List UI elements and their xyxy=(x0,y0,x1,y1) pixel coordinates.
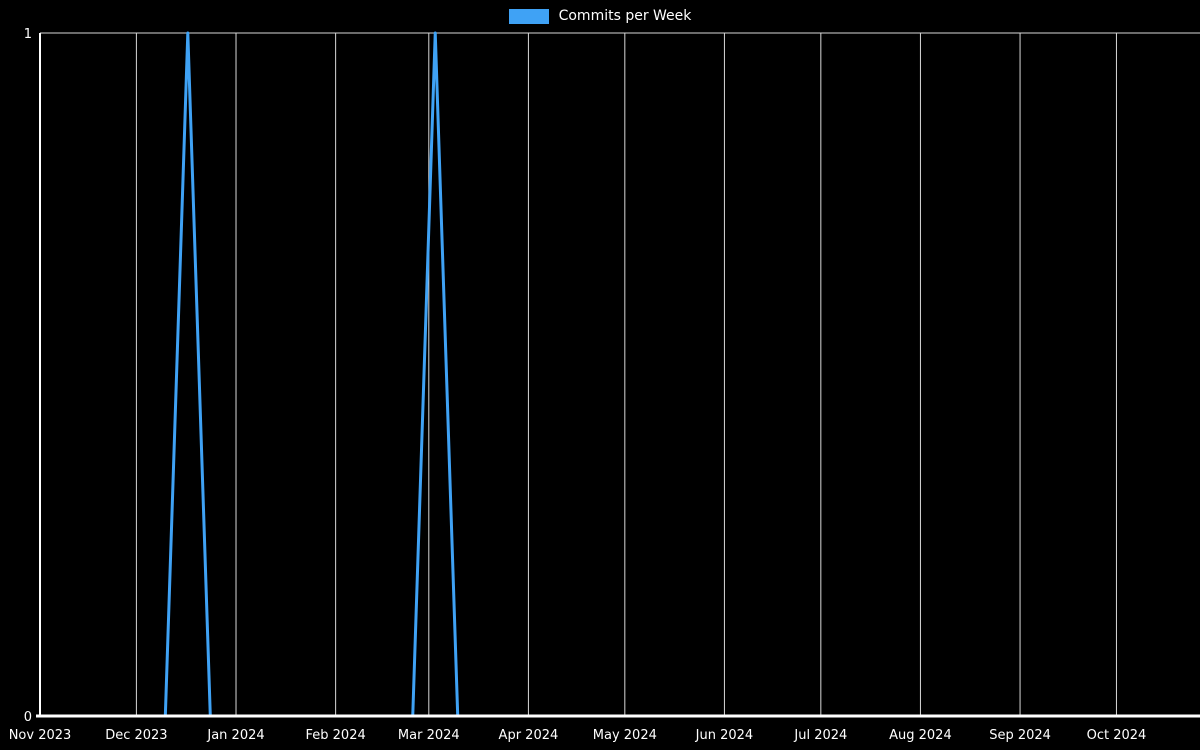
y-tick-label: 1 xyxy=(24,27,32,42)
x-tick-label: Feb 2024 xyxy=(306,728,366,743)
commits-line xyxy=(51,31,1200,718)
x-tick-label: May 2024 xyxy=(593,728,657,743)
x-tick-label: Apr 2024 xyxy=(499,728,559,743)
x-tick-label: Jan 2024 xyxy=(206,728,264,743)
y-tick-label: 0 xyxy=(24,710,32,725)
x-tick-label: Sep 2024 xyxy=(989,728,1051,743)
x-tick-label: Dec 2023 xyxy=(105,728,167,743)
x-tick-label: Mar 2024 xyxy=(398,728,460,743)
x-tick-label: Jul 2024 xyxy=(793,728,847,743)
x-tick-label: Oct 2024 xyxy=(1087,728,1147,743)
x-tick-label: Jun 2024 xyxy=(695,728,754,743)
x-tick-label: Nov 2023 xyxy=(9,728,72,743)
x-tick-label: Aug 2024 xyxy=(889,728,952,743)
